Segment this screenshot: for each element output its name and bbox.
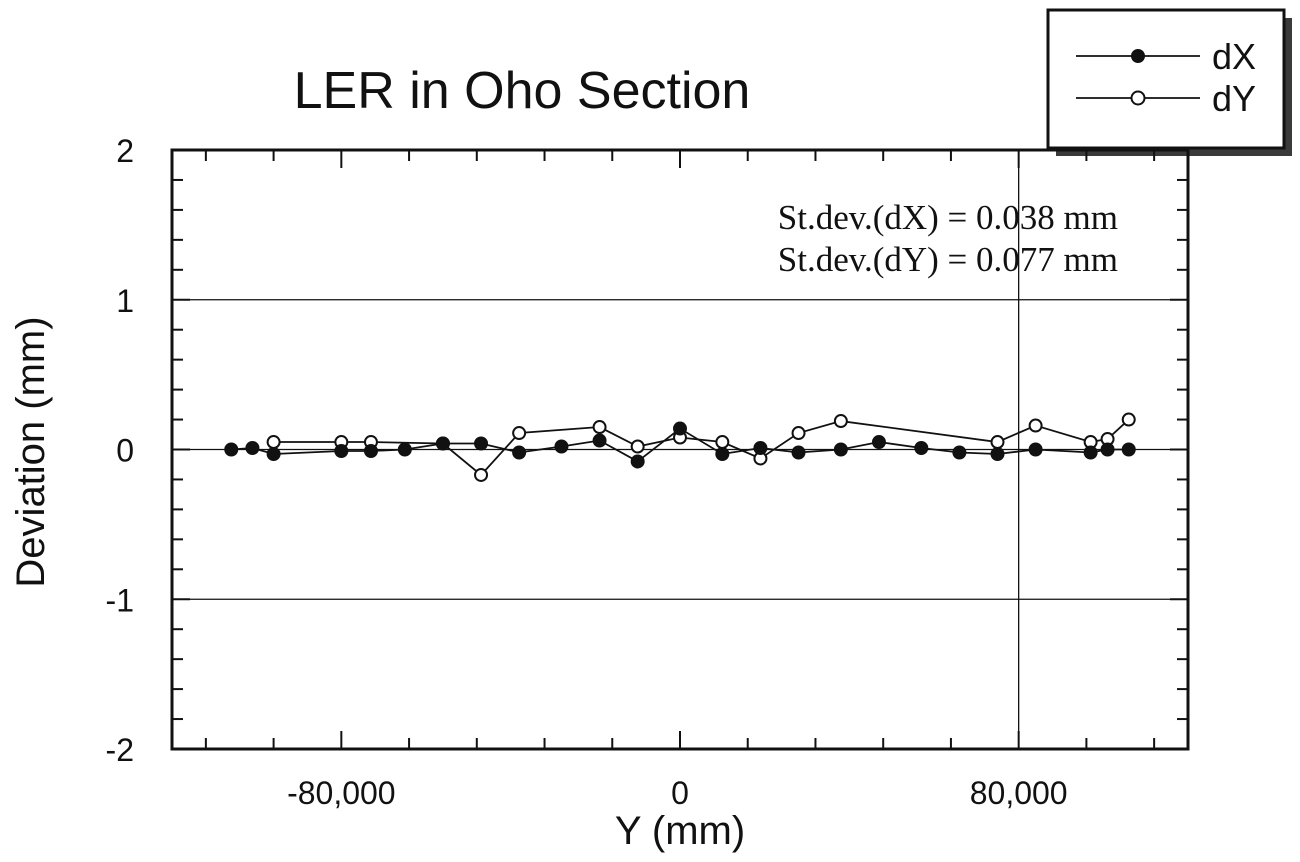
data-point-dX xyxy=(753,441,768,456)
data-point-dX xyxy=(397,442,412,457)
data-point-dY xyxy=(266,435,281,450)
data-point-dX xyxy=(673,421,687,436)
data-point-dY xyxy=(833,414,848,429)
x-axis-label: Y (mm) xyxy=(615,809,745,853)
data-point-dX xyxy=(512,445,527,460)
data-point-dX xyxy=(474,436,489,451)
data-point-dX xyxy=(435,436,450,451)
y-tick-label: -2 xyxy=(106,732,134,768)
legend-box xyxy=(1046,8,1286,150)
data-point-dY xyxy=(715,435,730,450)
stdev-annotation: St.dev.(dY) = 0.077 mm xyxy=(778,240,1118,279)
data-point-dX xyxy=(1083,445,1098,460)
data-point-dY xyxy=(1028,418,1043,433)
data-point-dX xyxy=(952,445,967,460)
data-point-dX xyxy=(1121,442,1136,457)
data-point-dX xyxy=(791,445,806,460)
x-tick-label: 0 xyxy=(671,775,689,811)
data-point-dX xyxy=(715,446,730,461)
y-tick-label: 2 xyxy=(116,133,134,169)
data-point-dX xyxy=(363,443,378,458)
plot-area: -2 -1 0 1 2 -80,000 0 80,000 xyxy=(106,133,1190,811)
legend-label-dY: dY xyxy=(1212,78,1256,119)
data-point-dY xyxy=(474,467,489,482)
y-tick-label: 0 xyxy=(116,433,134,469)
x-tick-label: -80,000 xyxy=(287,775,396,811)
data-point-dX xyxy=(224,442,239,457)
data-point-dY xyxy=(630,439,645,454)
data-point-dY xyxy=(592,420,607,435)
data-point-dY xyxy=(990,435,1005,450)
data-point-dX xyxy=(1100,442,1115,457)
stdev-annotation: St.dev.(dX) = 0.038 mm xyxy=(778,198,1118,237)
y-axis-label: Deviation (mm) xyxy=(9,316,53,587)
data-point-dX xyxy=(833,442,848,457)
data-point-dX xyxy=(630,454,645,469)
data-point-dX xyxy=(334,443,349,458)
data-point-dX xyxy=(990,446,1005,461)
data-point-dY xyxy=(791,426,806,441)
x-tick-label: 80,000 xyxy=(970,775,1068,811)
data-point-dY xyxy=(512,426,527,441)
y-tick-label: -1 xyxy=(106,582,134,618)
data-point-dX xyxy=(914,441,929,456)
legend-label-dX: dX xyxy=(1212,36,1256,77)
legend-marker-dY xyxy=(1130,90,1146,106)
data-point-dX xyxy=(266,446,281,461)
data-point-dX xyxy=(1028,442,1043,457)
data-point-dX xyxy=(554,439,569,454)
chart-title: LER in Oho Section xyxy=(294,62,751,120)
data-point-dY xyxy=(1121,412,1136,427)
legend-marker-dX xyxy=(1131,49,1145,63)
data-point-dX xyxy=(871,435,886,450)
y-tick-label: 1 xyxy=(116,283,134,319)
series-line-dY xyxy=(273,418,1130,477)
data-point-dX xyxy=(592,433,607,448)
data-point-dX xyxy=(245,441,260,456)
